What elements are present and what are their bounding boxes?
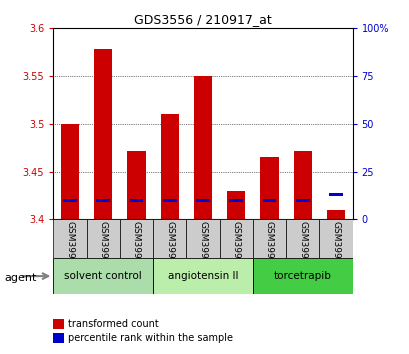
Bar	[153, 258, 252, 294]
Text: GSM399575: GSM399575	[165, 222, 174, 276]
Bar	[260, 158, 278, 219]
Text: GSM399577: GSM399577	[231, 222, 240, 276]
Bar	[119, 219, 153, 258]
Bar	[129, 199, 143, 202]
Bar	[285, 219, 319, 258]
Bar	[262, 199, 276, 202]
Text: torcetrapib: torcetrapib	[273, 271, 331, 281]
Text: GSM399579: GSM399579	[297, 222, 306, 276]
Text: GSM399578: GSM399578	[264, 222, 273, 276]
Bar	[252, 219, 285, 258]
Text: agent: agent	[4, 273, 36, 283]
Bar	[293, 151, 311, 219]
Bar	[295, 199, 309, 202]
Bar	[53, 219, 86, 258]
Bar	[162, 199, 176, 202]
Bar	[193, 76, 211, 219]
Bar	[53, 258, 153, 294]
Bar	[86, 219, 119, 258]
Text: solvent control: solvent control	[64, 271, 142, 281]
Bar	[94, 49, 112, 219]
Bar	[227, 191, 245, 219]
Bar	[326, 210, 344, 219]
Text: GSM399572: GSM399572	[65, 222, 74, 276]
Bar	[61, 124, 79, 219]
Bar	[160, 114, 178, 219]
Title: GDS3556 / 210917_at: GDS3556 / 210917_at	[134, 13, 271, 26]
Bar	[63, 199, 76, 202]
Text: GSM399573: GSM399573	[99, 222, 108, 276]
Bar	[186, 219, 219, 258]
Bar	[252, 258, 352, 294]
Text: transformed count: transformed count	[67, 319, 158, 329]
Text: GSM399576: GSM399576	[198, 222, 207, 276]
Bar	[229, 199, 243, 202]
Bar	[153, 219, 186, 258]
Text: GSM399580: GSM399580	[330, 222, 339, 276]
Bar	[196, 199, 209, 202]
Bar	[328, 193, 342, 196]
Bar	[96, 199, 110, 202]
Bar	[319, 219, 352, 258]
Text: angiotensin II: angiotensin II	[167, 271, 238, 281]
Bar	[219, 219, 252, 258]
Text: GSM399574: GSM399574	[132, 222, 141, 276]
Bar	[127, 151, 145, 219]
Text: percentile rank within the sample: percentile rank within the sample	[67, 333, 232, 343]
